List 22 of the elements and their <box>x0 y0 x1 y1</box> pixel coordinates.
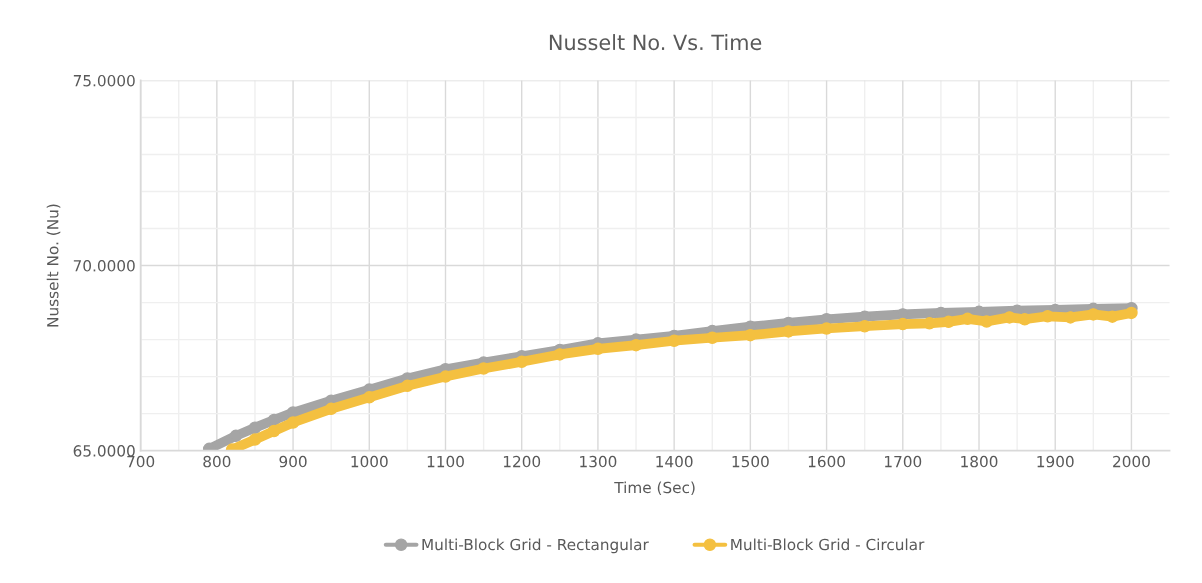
x-tick-label: 1400 <box>656 455 693 468</box>
x-tick-label: 1600 <box>808 455 845 468</box>
x-tick-label: 1800 <box>961 455 998 468</box>
x-tick-label: 1900 <box>1037 455 1074 468</box>
y-tick-label: 65.0000 <box>73 445 135 457</box>
y-tick-label: 70.0000 <box>73 260 135 272</box>
x-tick-label: 1500 <box>732 455 769 468</box>
legend-label: Multi-Block Grid - Circular <box>731 538 925 551</box>
chart-title: Nusselt No. Vs. Time <box>549 34 762 51</box>
y-axis-title: Nusselt No. (Nu) <box>46 204 61 327</box>
legend-label: Multi-Block Grid - Rectangular <box>422 538 649 554</box>
x-tick-label: 1000 <box>351 455 388 468</box>
x-tick-label: 800 <box>203 455 231 468</box>
x-tick-label: 1700 <box>885 455 922 468</box>
x-tick-label: 1100 <box>427 455 464 468</box>
y-tick-label: 75.0000 <box>73 74 135 87</box>
x-tick-label: 1300 <box>580 455 617 468</box>
x-tick-label: 700 <box>127 455 155 468</box>
x-axis-title: Time (Sec) <box>614 481 695 496</box>
x-tick-label: 900 <box>279 455 307 468</box>
x-tick-label: 2000 <box>1113 455 1150 468</box>
x-tick-label: 1200 <box>503 455 541 468</box>
